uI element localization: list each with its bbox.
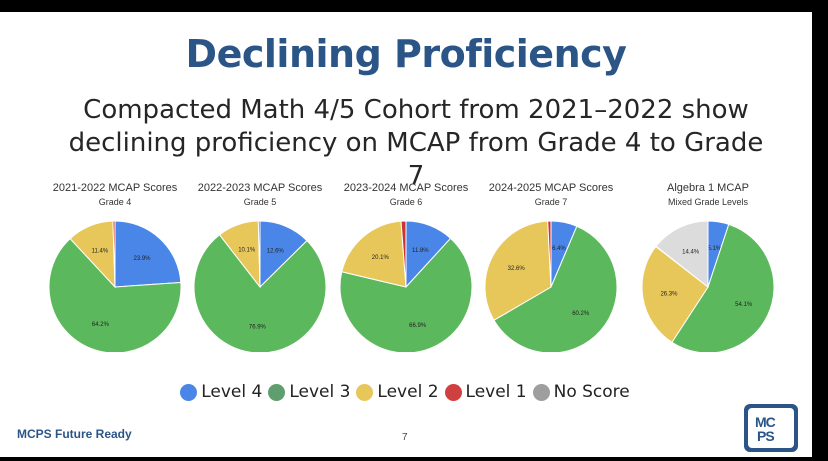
pie-slice-level-1 xyxy=(547,220,552,288)
slide: Declining Proficiency Compacted Math 4/5… xyxy=(0,12,812,457)
slice-label: 14.4% xyxy=(682,249,700,255)
logo-inner: MC PS xyxy=(748,408,794,448)
pie-slice-level-2 xyxy=(484,220,552,321)
legend-item-level-3: Level 3 xyxy=(268,382,350,402)
pie-slice-level-4 xyxy=(114,220,182,288)
legend-label: Level 4 xyxy=(201,382,263,402)
slice-label: 5.1% xyxy=(707,246,721,252)
pie-chart-3: 2023-2024 MCAP Scores Grade 6 11.8% 66.9%… xyxy=(331,182,481,352)
legend-swatch xyxy=(180,383,198,401)
page-number: 7 xyxy=(402,432,408,443)
pie-svg: 23.9% 64.2% 11.4% xyxy=(48,220,182,352)
slice-label: 26.3% xyxy=(660,292,678,298)
slice-label: 10.1% xyxy=(238,248,256,254)
pie-chart-5: Algebra 1 MCAP Mixed Grade Levels 5.1% 54… xyxy=(633,182,783,352)
pie-slice-level-3 xyxy=(671,223,775,352)
footer-brand: MCPS Future Ready xyxy=(17,427,132,441)
chart-subtitle: Grade 5 xyxy=(243,197,277,207)
pie-svg: 5.1% 54.1% 26.3% 14.4% xyxy=(641,220,775,352)
chart-subtitle: Mixed Grade Levels xyxy=(667,197,749,207)
legend-swatch xyxy=(268,383,286,401)
pie-slice-level-3 xyxy=(48,237,182,352)
chart-subtitle: Grade 7 xyxy=(534,197,568,207)
legend-swatch xyxy=(444,383,462,401)
slice-label: 60.2% xyxy=(572,311,590,317)
legend-label: No Score xyxy=(553,382,630,402)
chart-legend: Level 4 Level 3 Level 2 Level 1 No Score xyxy=(0,382,812,402)
slide-title: Declining Proficiency xyxy=(185,32,627,76)
legend-swatch xyxy=(356,383,374,401)
chart-title: 2022-2023 MCAP Scores xyxy=(197,182,323,194)
legend-label: Level 1 xyxy=(465,382,527,402)
pie-slice-level-3 xyxy=(339,237,473,352)
slice-label: 20.1% xyxy=(372,255,390,261)
chart-title: Algebra 1 MCAP xyxy=(667,182,749,194)
pie-chart-1: 2021-2022 MCAP Scores Grade 4 23.9% 64.2%… xyxy=(40,182,190,352)
slice-label: 32.6% xyxy=(508,266,526,272)
pie-slice-level-1 xyxy=(257,220,261,288)
slide-subtitle: Compacted Math 4/5 Cohort from 2021–2022… xyxy=(68,95,764,191)
slice-label: 54.1% xyxy=(735,302,753,308)
legend-item-level-1: Level 1 xyxy=(444,382,527,402)
pie-chart-2: 2022-2023 MCAP Scores Grade 5 12.6% 76.9%… xyxy=(185,182,335,352)
chart-subtitle: Grade 6 xyxy=(389,197,423,207)
slice-label: 11.4% xyxy=(92,248,109,254)
legend-label: Level 2 xyxy=(377,382,439,402)
pie-slice-level-3 xyxy=(193,234,327,352)
pie-slice-level-2 xyxy=(341,220,407,288)
pie-slice-level-1 xyxy=(400,220,407,288)
pie-svg: 12.6% 76.9% 10.1% xyxy=(193,220,327,352)
slice-label: 11.8% xyxy=(412,248,429,254)
logo-text-top: MC xyxy=(755,414,776,430)
slice-label: 23.9% xyxy=(134,256,152,262)
slice-label: 76.9% xyxy=(249,325,267,331)
chart-subtitle: Grade 4 xyxy=(98,197,132,207)
legend-label: Level 3 xyxy=(289,382,351,402)
slice-label: 12.6% xyxy=(267,248,285,254)
legend-swatch xyxy=(532,383,550,401)
chart-title: 2021-2022 MCAP Scores xyxy=(52,182,178,194)
legend-item-level-4: Level 4 xyxy=(180,382,262,402)
legend-item-no-score: No Score xyxy=(532,382,630,402)
pie-slice-level-1 xyxy=(112,220,116,288)
chart-title: 2023-2024 MCAP Scores xyxy=(343,182,469,194)
slice-label: 64.2% xyxy=(92,322,110,328)
pie-slice-level-2 xyxy=(641,245,709,343)
pie-chart-4: 2024-2025 MCAP Scores Grade 7 6.4% 60.2% 3… xyxy=(476,182,626,352)
pie-svg: 11.8% 66.9% 20.1% xyxy=(339,220,473,352)
pie-slice-level-3 xyxy=(493,225,618,352)
logo-text-bottom: PS xyxy=(757,428,775,444)
mcps-logo: MC PS xyxy=(744,404,798,452)
slice-label: 6.4% xyxy=(552,246,566,252)
pie-svg: 6.4% 60.2% 32.6% xyxy=(484,220,618,352)
legend-item-level-2: Level 2 xyxy=(356,382,439,402)
pie-slice-no-score xyxy=(655,220,709,289)
slice-label: 66.9% xyxy=(409,323,427,329)
chart-title: 2024-2025 MCAP Scores xyxy=(488,182,614,194)
